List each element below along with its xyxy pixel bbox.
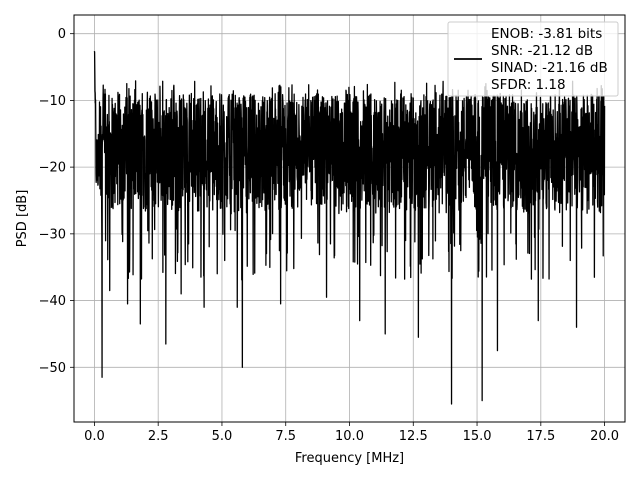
x-axis-label: Frequency [MHz]	[295, 451, 404, 466]
legend-box	[447, 21, 619, 97]
x-tick-label: 2.5	[148, 429, 169, 444]
x-tick-label: 12.5	[399, 429, 428, 444]
x-tick-label: 15.0	[463, 429, 492, 444]
y-axis: 0 −10 −20 −30 −40 −50	[39, 27, 74, 376]
x-axis: 0.0 2.5 5.0 7.5 10.0 12.5 15.0 17.5 20.0	[84, 422, 619, 444]
psd-series-line	[93, 51, 606, 405]
x-tick-label: 0.0	[84, 429, 105, 444]
legend-entry: SNR: -21.12 dB	[491, 43, 593, 59]
x-tick-label: 17.5	[526, 429, 555, 444]
y-tick-label: −20	[39, 161, 66, 176]
y-tick-label: −10	[39, 94, 66, 109]
plot-area	[93, 51, 606, 405]
legend-entry: SINAD: -21.16 dB	[491, 60, 608, 76]
y-tick-label: −30	[39, 227, 66, 242]
x-tick-label: 10.0	[335, 429, 364, 444]
y-tick-label: 0	[58, 27, 66, 42]
y-tick-label: −50	[39, 361, 66, 376]
y-tick-label: −40	[39, 294, 66, 309]
legend-entry: ENOB: -3.81 bits	[491, 26, 602, 42]
x-tick-label: 20.0	[590, 429, 619, 444]
y-axis-label: PSD [dB]	[15, 190, 30, 248]
x-tick-label: 7.5	[275, 429, 296, 444]
x-tick-label: 5.0	[212, 429, 233, 444]
legend: ENOB: -3.81 bits SNR: -21.12 dB SINAD: -…	[447, 21, 619, 97]
legend-entry: SFDR: 1.18	[491, 77, 566, 93]
